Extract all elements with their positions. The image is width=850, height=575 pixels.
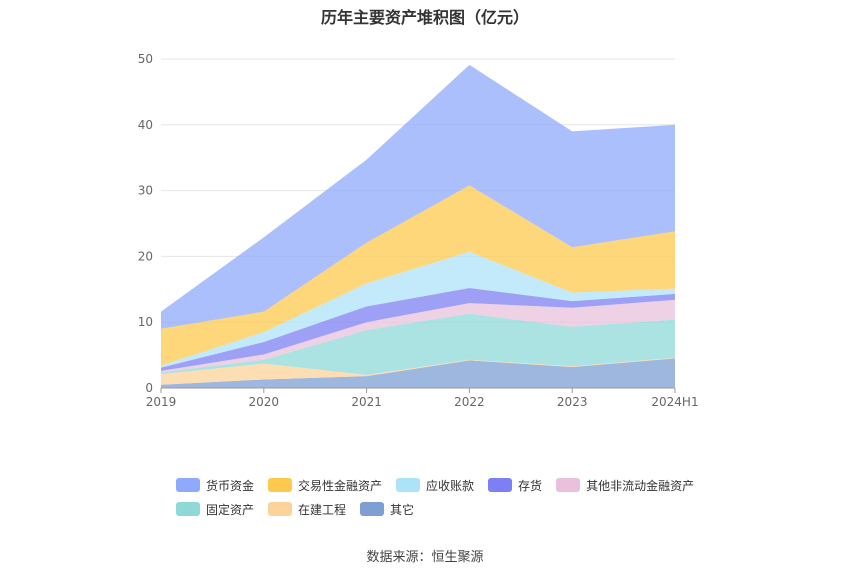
legend-swatch xyxy=(268,502,293,516)
y-tick-label: 0 xyxy=(145,381,153,395)
y-tick-label: 10 xyxy=(138,315,153,329)
area-0[interactable] xyxy=(161,358,675,388)
legend-label: 应收账款 xyxy=(426,478,475,493)
y-tick-label: 50 xyxy=(138,52,153,66)
x-tick-label: 2023 xyxy=(557,395,588,409)
x-tick-label: 2019 xyxy=(146,395,177,409)
x-tick-label: 2021 xyxy=(351,395,382,409)
legend-label: 存货 xyxy=(518,478,543,493)
legend-swatch xyxy=(556,478,581,492)
legend-swatch xyxy=(268,478,293,492)
legend-item[interactable]: 货币资金 xyxy=(176,477,254,494)
area-6[interactable] xyxy=(161,185,675,366)
legend-label: 在建工程 xyxy=(298,502,347,517)
area-7[interactable] xyxy=(161,64,675,329)
x-tick-label: 2024H1 xyxy=(651,395,698,409)
legend-item[interactable]: 应收账款 xyxy=(396,477,474,494)
area-4[interactable] xyxy=(161,287,675,371)
legend-label: 货币资金 xyxy=(206,478,255,493)
legend-item[interactable]: 在建工程 xyxy=(268,501,346,518)
area-5[interactable] xyxy=(161,251,675,368)
y-tick-label: 20 xyxy=(138,249,153,263)
chart-title: 历年主要资产堆积图（亿元） xyxy=(320,8,529,27)
legend-swatch xyxy=(360,502,385,516)
legend: 货币资金 交易性金融资产 应收账款 存货 其他非流动金融资产固定资产 在建工程 其它 xyxy=(176,473,716,521)
legend-swatch xyxy=(176,478,200,492)
legend-label: 其他非流动金融资产 xyxy=(586,478,695,493)
legend-swatch xyxy=(396,478,421,492)
x-tick-label: 2022 xyxy=(454,395,485,409)
legend-item[interactable]: 交易性金融资产 xyxy=(268,477,382,494)
legend-label: 交易性金融资产 xyxy=(298,478,383,493)
y-tick-label: 30 xyxy=(138,184,153,198)
legend-item[interactable]: 固定资产 xyxy=(176,501,254,518)
legend-swatch xyxy=(176,502,200,516)
stacked-area-chart: 0 10 20 30 40 50 2019 2020 2021 2022 2023 2024H1 xyxy=(138,52,699,409)
legend-swatch xyxy=(488,478,513,492)
legend-item[interactable]: 存货 xyxy=(488,477,542,494)
data-source: 数据来源：恒生聚源 xyxy=(366,550,484,565)
legend-label: 固定资产 xyxy=(206,502,255,517)
area-3[interactable] xyxy=(161,299,675,373)
area-series xyxy=(161,64,675,388)
legend-row: 固定资产 在建工程 其它 xyxy=(176,497,716,521)
legend-item[interactable]: 其它 xyxy=(360,501,414,518)
area-2[interactable] xyxy=(161,313,675,375)
area-1[interactable] xyxy=(161,357,675,385)
y-tick-label: 40 xyxy=(138,118,153,132)
axes: 0 10 20 30 40 50 2019 2020 2021 2022 2023 2024H1 xyxy=(138,52,699,409)
legend-item[interactable]: 其他非流动金融资产 xyxy=(556,477,694,494)
legend-label: 其它 xyxy=(390,502,415,517)
x-tick-label: 2020 xyxy=(249,395,280,409)
legend-row: 货币资金 交易性金融资产 应收账款 存货 其他非流动金融资产 xyxy=(176,473,716,497)
